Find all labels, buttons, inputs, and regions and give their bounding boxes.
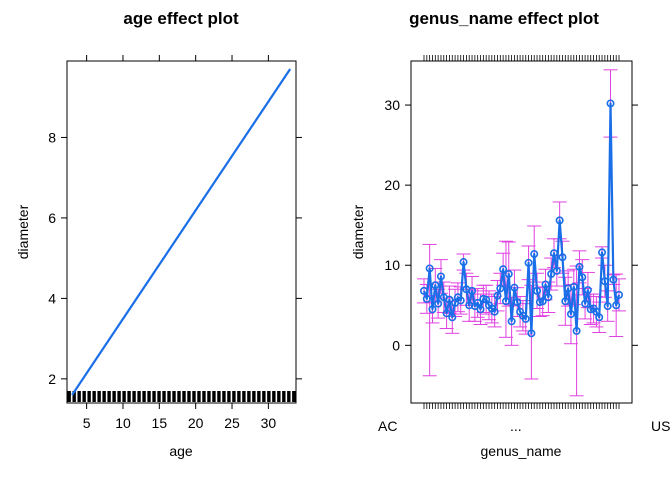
genus-point <box>538 297 547 306</box>
genus-point <box>595 313 604 322</box>
age-y-axis-label: diameter <box>15 204 31 259</box>
age-x-axis-ticks: 5 10 15 20 25 30 <box>83 403 277 431</box>
genus-point <box>456 296 465 305</box>
genus-x-tick-label-first: AC <box>378 418 397 434</box>
age-effect-panel: age effect plot 5 10 15 20 25 30 2 4 6 8 age dia… <box>15 9 302 459</box>
genus-x-tick-label-ellipsis: ... <box>510 418 522 434</box>
genus-point <box>524 258 533 267</box>
genus-point <box>569 282 578 291</box>
genus-point <box>507 317 516 326</box>
genus-point <box>527 329 536 338</box>
age-x-tick-label: 5 <box>83 415 91 431</box>
genus-point <box>547 270 556 279</box>
genus-error-bars <box>417 69 626 397</box>
genus-point <box>533 286 542 295</box>
genus-y-tick-label: 0 <box>392 337 400 353</box>
genus-point <box>513 298 522 307</box>
genus-point <box>419 286 428 295</box>
genus-point <box>549 249 558 258</box>
genus-x-axis-label: genus_name <box>481 443 562 459</box>
genus-top-axis-ticks <box>423 55 620 61</box>
genus-point <box>436 272 445 281</box>
genus-point <box>583 286 592 295</box>
genus-point <box>555 216 564 225</box>
genus-point <box>600 277 609 286</box>
genus-plot-area <box>410 60 633 404</box>
genus-point <box>445 295 454 304</box>
age-top-axis-ticks <box>86 55 269 61</box>
genus-point <box>609 275 618 284</box>
genus-point <box>578 273 587 282</box>
genus-points <box>419 99 623 338</box>
genus-point <box>476 305 485 314</box>
age-plot-title: age effect plot <box>123 9 239 28</box>
age-x-tick-label: 30 <box>261 415 277 431</box>
genus-y-tick-label: 10 <box>384 257 400 273</box>
genus-plot-title: genus_name effect plot <box>409 9 599 28</box>
genus-point <box>490 307 499 316</box>
genus-point <box>561 297 570 306</box>
genus-point <box>521 314 530 323</box>
genus-point <box>422 294 431 303</box>
age-y-axis-ticks: 2 4 6 8 <box>48 129 302 387</box>
genus-point <box>575 262 584 271</box>
genus-point <box>496 284 505 293</box>
genus-point <box>499 265 508 274</box>
age-x-tick-label: 20 <box>188 415 204 431</box>
genus-point <box>544 293 553 302</box>
genus-point <box>431 281 440 290</box>
genus-y-tick-label: 20 <box>384 177 400 193</box>
genus-point <box>493 291 502 300</box>
genus-point <box>541 280 550 289</box>
genus-point <box>448 313 457 322</box>
genus-point <box>425 264 434 273</box>
genus-point <box>530 250 539 259</box>
genus-point <box>558 253 567 262</box>
genus-x-tick-label-last: US <box>651 418 670 434</box>
genus-point <box>459 258 468 267</box>
age-rug <box>67 391 296 402</box>
genus-x-tick-labels: AC ... US <box>378 418 670 434</box>
genus-point <box>612 301 621 310</box>
age-effect-line-group <box>71 68 292 396</box>
genus-point <box>603 302 612 311</box>
genus-y-tick-label: 30 <box>384 97 400 113</box>
genus-effect-panel: genus_name effect plot 0 10 20 30 AC ... US… <box>350 9 670 459</box>
genus-point <box>510 283 519 292</box>
age-x-tick-label: 15 <box>152 415 168 431</box>
genus-point <box>434 299 443 308</box>
genus-point <box>442 309 451 318</box>
genus-point <box>614 290 623 299</box>
genus-point <box>468 286 477 295</box>
age-x-tick-label: 25 <box>224 415 240 431</box>
age-y-tick-label: 8 <box>48 129 56 145</box>
genus-point <box>552 266 561 275</box>
genus-point <box>566 310 575 319</box>
genus-point <box>572 326 581 335</box>
genus-y-axis-label: diameter <box>350 204 366 259</box>
age-effect-line <box>71 68 292 396</box>
genus-point <box>473 298 482 307</box>
age-y-tick-label: 6 <box>48 210 56 226</box>
age-y-tick-label: 4 <box>48 290 56 306</box>
genus-point <box>501 297 510 306</box>
genus-point <box>428 305 437 314</box>
genus-y-axis-ticks: 0 10 20 30 <box>384 97 638 353</box>
genus-point <box>606 99 615 108</box>
age-x-axis-label: age <box>169 443 193 459</box>
age-y-tick-label: 2 <box>48 371 56 387</box>
genus-point <box>581 299 590 308</box>
age-x-tick-label: 10 <box>115 415 131 431</box>
genus-point <box>598 248 607 257</box>
age-plot-area <box>66 60 297 404</box>
genus-x-axis-ticks <box>423 403 620 409</box>
genus-point <box>504 270 513 279</box>
